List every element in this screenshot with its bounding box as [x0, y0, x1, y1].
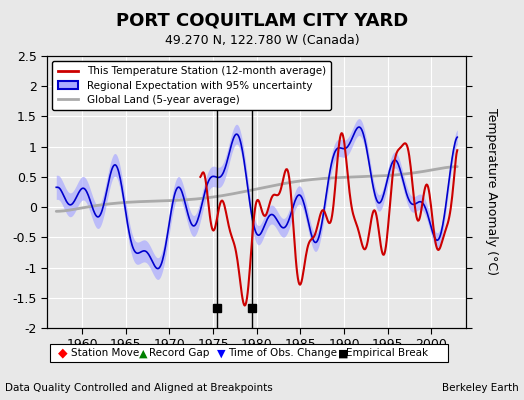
Text: Record Gap: Record Gap: [149, 349, 210, 359]
Text: Empirical Break: Empirical Break: [346, 348, 428, 358]
Text: ▼: ▼: [217, 348, 226, 358]
Text: ■: ■: [338, 349, 348, 359]
Text: Berkeley Earth: Berkeley Earth: [442, 383, 519, 393]
Text: Data Quality Controlled and Aligned at Breakpoints: Data Quality Controlled and Aligned at B…: [5, 383, 273, 393]
Text: ▲: ▲: [139, 348, 147, 358]
Text: ■: ■: [338, 348, 348, 358]
Text: Station Move: Station Move: [71, 348, 139, 358]
Text: PORT COQUITLAM CITY YARD: PORT COQUITLAM CITY YARD: [116, 12, 408, 30]
Text: Time of Obs. Change: Time of Obs. Change: [228, 348, 337, 358]
Legend: This Temperature Station (12-month average), Regional Expectation with 95% uncer: This Temperature Station (12-month avera…: [52, 61, 331, 110]
Y-axis label: Temperature Anomaly (°C): Temperature Anomaly (°C): [485, 108, 498, 276]
Text: Empirical Break: Empirical Break: [346, 349, 428, 359]
Text: Record Gap: Record Gap: [149, 348, 210, 358]
Text: ▼: ▼: [217, 349, 226, 359]
Text: ▲: ▲: [139, 349, 147, 359]
Text: ◆: ◆: [58, 348, 67, 360]
Text: Time of Obs. Change: Time of Obs. Change: [228, 349, 337, 359]
Text: 49.270 N, 122.780 W (Canada): 49.270 N, 122.780 W (Canada): [165, 34, 359, 47]
Text: ◆: ◆: [58, 347, 67, 360]
Text: Station Move: Station Move: [71, 349, 139, 359]
